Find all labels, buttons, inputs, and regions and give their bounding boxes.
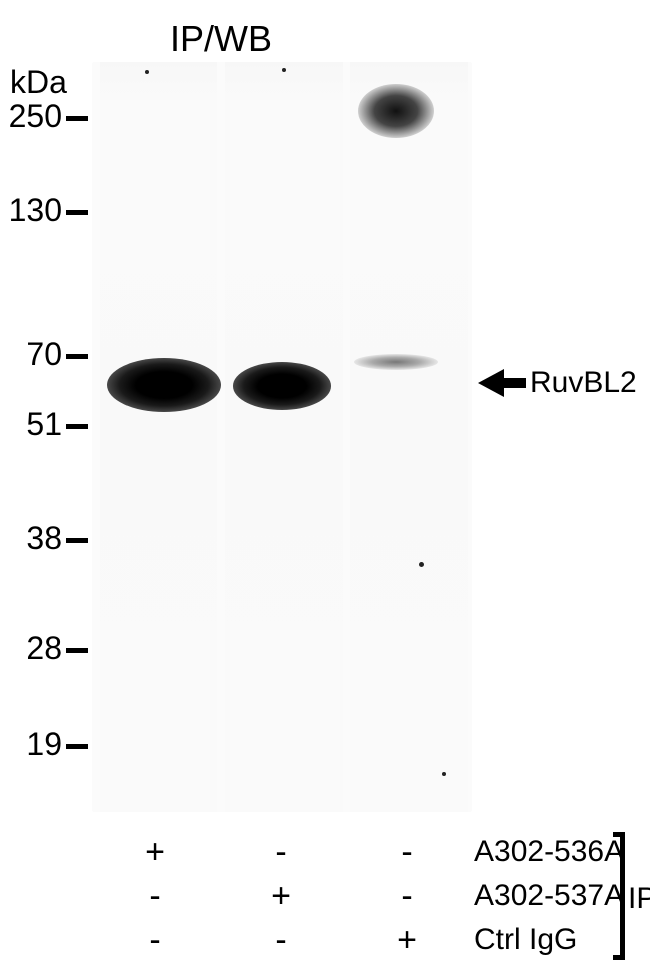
ip-cell: - (218, 921, 344, 960)
mw-tick-28 (66, 648, 88, 653)
ip-cell: + (344, 921, 470, 960)
ip-cell: - (218, 833, 344, 872)
ip-antibody-label: A302-536A (474, 835, 624, 869)
ip-legend-table: + - - A302-536A - + - A302-537A - - + Ct… (92, 830, 624, 962)
speck (282, 68, 286, 72)
smudge-lane3-top (358, 84, 434, 138)
blot-membrane (92, 62, 472, 812)
arrow-shaft-icon (504, 378, 526, 388)
mw-label-130: 130 (2, 192, 62, 229)
western-blot-figure: IP/WB kDa 250 130 70 51 38 28 19 (0, 0, 650, 961)
mw-tick-19 (66, 744, 88, 749)
ip-side-label: IP (628, 882, 650, 916)
ip-antibody-label: A302-537A (474, 879, 624, 913)
lane-3 (350, 62, 468, 812)
mw-label-250: 250 (2, 98, 62, 135)
ip-antibody-label: Ctrl IgG (474, 923, 577, 957)
mw-tick-250 (66, 116, 88, 121)
speck (442, 772, 446, 776)
ip-cell: - (344, 833, 470, 872)
ip-row-3: - - + Ctrl IgG (92, 918, 624, 962)
ip-row-2: - + - A302-537A (92, 874, 624, 918)
ip-cell: - (344, 877, 470, 916)
ip-bracket-icon (620, 832, 625, 960)
ip-cell: + (92, 833, 218, 872)
mw-tick-51 (66, 424, 88, 429)
mw-label-28: 28 (2, 630, 62, 667)
arrow-label: RuvBL2 (530, 366, 637, 400)
figure-title: IP/WB (170, 18, 272, 60)
mw-tick-38 (66, 538, 88, 543)
mw-label-51: 51 (2, 406, 62, 443)
arrow-head-icon (478, 369, 504, 397)
lane-2 (225, 62, 343, 812)
mw-label-38: 38 (2, 520, 62, 557)
ip-cell: + (218, 877, 344, 916)
speck (419, 562, 424, 567)
mw-label-19: 19 (2, 726, 62, 763)
ip-row-1: + - - A302-536A (92, 830, 624, 874)
lane-1 (100, 62, 218, 812)
band-ruvbl2-lane2 (233, 362, 332, 410)
band-ruvbl2-lane1 (107, 358, 221, 412)
mw-tick-70 (66, 354, 88, 359)
band-faint-lane3 (354, 354, 438, 370)
mw-label-70: 70 (2, 336, 62, 373)
ip-cell: - (92, 877, 218, 916)
band-arrow: RuvBL2 (478, 366, 637, 400)
mw-tick-130 (66, 210, 88, 215)
ip-cell: - (92, 921, 218, 960)
kda-unit-label: kDa (10, 64, 67, 101)
